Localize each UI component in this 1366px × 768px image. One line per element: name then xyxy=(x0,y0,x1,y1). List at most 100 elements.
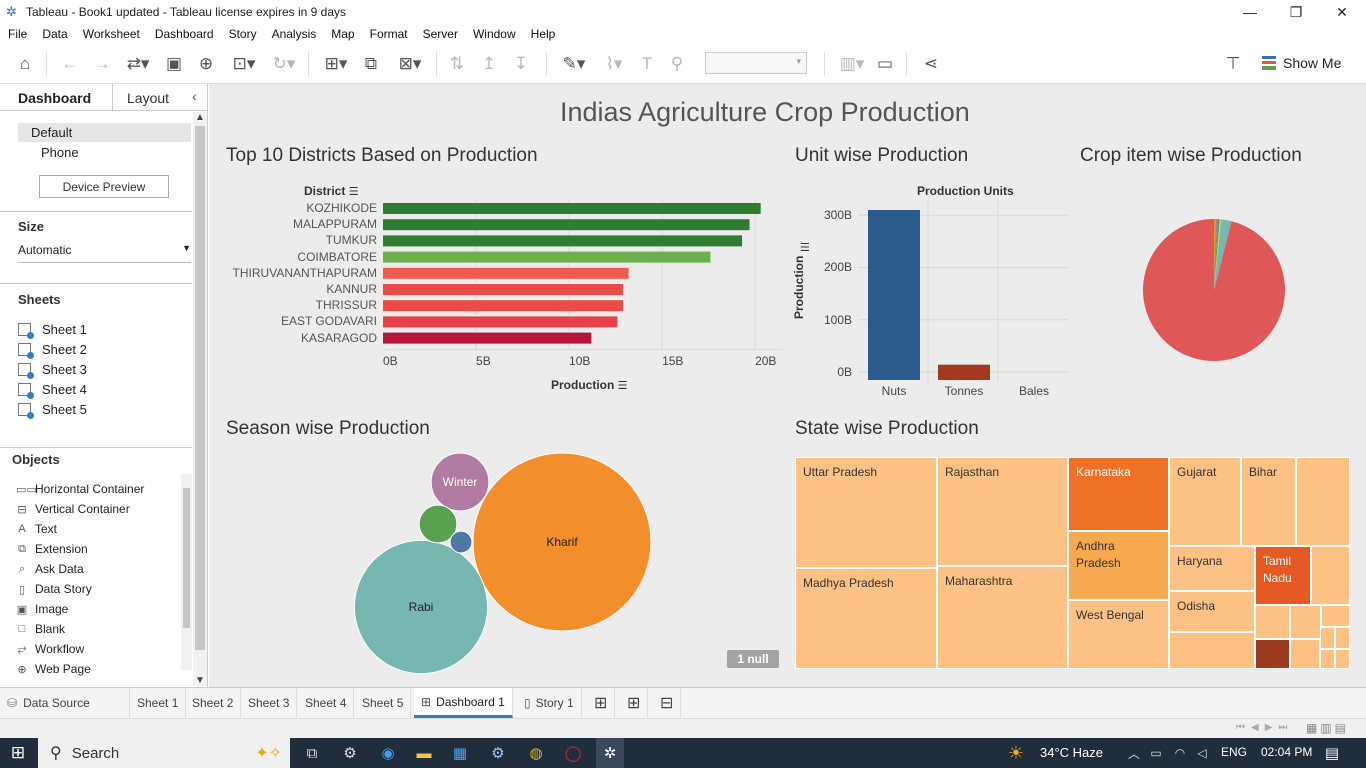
object-item[interactable]: □ Blank xyxy=(16,622,65,636)
district-header[interactable]: District ☰ xyxy=(304,184,359,198)
new-worksheet-icon[interactable]: ⊞ xyxy=(587,688,616,718)
district-label[interactable]: THRISSUR xyxy=(315,298,377,313)
pie-slice[interactable] xyxy=(1214,219,1218,290)
presentation-icon[interactable]: ▭ xyxy=(876,54,894,73)
clear-sheet-icon[interactable]: ⊠▾ xyxy=(398,54,422,73)
object-item[interactable]: ▯ Data Story xyxy=(16,582,92,596)
size-dropdown[interactable]: Automatic ▼ xyxy=(18,243,191,263)
show-me-button[interactable]: Show Me xyxy=(1262,54,1341,72)
district-label[interactable]: MALAPPURAM xyxy=(292,217,377,232)
sheet-item[interactable]: Sheet 1 xyxy=(18,322,87,339)
file-explorer-icon[interactable]: ▬ xyxy=(416,744,432,762)
scroll-down-icon[interactable]: ▼ xyxy=(195,675,205,686)
wifi-icon[interactable]: ◠ xyxy=(1174,746,1186,760)
tab-dashboard[interactable]: Dashboard xyxy=(18,90,92,106)
district-label[interactable]: KOZHIKODE xyxy=(306,201,377,215)
unit-bar-chart[interactable] xyxy=(858,200,1068,382)
sort-icon[interactable]: ☰ xyxy=(800,242,810,254)
weather-text[interactable]: 34°C Haze xyxy=(1040,745,1104,760)
pause-updates-icon[interactable]: ⊡▾ xyxy=(232,54,256,73)
view-toggle-icon[interactable]: ▦▥▤ xyxy=(1306,721,1350,735)
menu-server[interactable]: Server xyxy=(422,27,458,41)
treemap-cell[interactable]: Madhya Pradesh xyxy=(795,568,937,669)
object-item[interactable]: A Text xyxy=(16,522,57,536)
new-dashboard-icon[interactable]: ⊞ xyxy=(620,688,649,718)
state-treemap[interactable]: Uttar Pradesh Madhya Pradesh Rajasthan Maha… xyxy=(795,457,1350,669)
tab-layout[interactable]: Layout xyxy=(112,84,192,111)
volume-icon[interactable]: ◁ xyxy=(1197,746,1207,760)
fit-icon[interactable]: ▥▾ xyxy=(839,54,865,73)
season-bubble-chart[interactable]: Kharif Rabi Winter xyxy=(340,445,670,685)
notification-icon[interactable]: ▤ xyxy=(1324,745,1340,762)
undo-icon[interactable]: ← xyxy=(61,54,79,73)
tab-sheet-3[interactable]: Sheet 3 xyxy=(241,688,298,718)
season-bubble[interactable] xyxy=(430,452,490,512)
district-bar[interactable] xyxy=(383,316,618,328)
labels-icon[interactable]: T xyxy=(641,54,653,73)
menu-worksheet[interactable]: Worksheet xyxy=(82,27,140,41)
scroll-up-icon[interactable]: ▲ xyxy=(195,112,205,123)
sheet-item[interactable]: Sheet 3 xyxy=(18,362,87,379)
treemap-cell[interactable]: West Bengal xyxy=(1068,600,1169,669)
treemap-cell[interactable] xyxy=(1296,457,1350,546)
object-item[interactable]: ▭▭ Horizontal Container xyxy=(16,482,144,496)
district-label[interactable]: KASARAGOD xyxy=(300,330,377,345)
menu-window[interactable]: Window xyxy=(472,27,516,41)
pie-slice[interactable] xyxy=(1214,219,1216,290)
districts-bar-chart[interactable] xyxy=(383,200,783,350)
unit-category-label[interactable]: Tonnes xyxy=(944,384,984,398)
treemap-cell[interactable]: Odisha xyxy=(1169,591,1255,632)
opera-icon[interactable]: ◯ xyxy=(564,745,582,762)
treemap-cell[interactable] xyxy=(1335,649,1350,669)
treemap-cell[interactable]: Karnataka xyxy=(1068,457,1169,531)
group-icon[interactable]: ⌇▾ xyxy=(605,54,623,73)
treemap-cell[interactable] xyxy=(1311,546,1350,605)
refresh-icon[interactable]: ↻▾ xyxy=(272,54,296,73)
district-label[interactable]: EAST GODAVARI xyxy=(280,314,377,329)
pin-icon[interactable]: ⚲ xyxy=(670,54,684,73)
chrome-icon[interactable]: ◍ xyxy=(529,745,543,762)
district-bar[interactable] xyxy=(383,300,623,312)
object-item[interactable]: ⌕ Ask Data xyxy=(16,562,84,576)
district-label[interactable]: TUMKUR xyxy=(325,233,377,248)
sheet-item[interactable]: Sheet 5 xyxy=(18,402,87,419)
menu-help[interactable]: Help xyxy=(530,27,556,41)
tab-dashboard-1[interactable]: ⊞ Dashboard 1 xyxy=(414,688,513,718)
chevron-up-icon[interactable]: ︿ xyxy=(1127,746,1140,761)
highlight-icon[interactable]: ✎▾ xyxy=(562,54,586,73)
redo-icon[interactable]: → xyxy=(93,54,111,73)
treemap-cell[interactable] xyxy=(1255,639,1290,669)
new-story-icon[interactable]: ⊟ xyxy=(653,688,682,718)
pie-slice[interactable] xyxy=(1214,219,1220,290)
sort-descending-icon[interactable]: ↧ xyxy=(513,54,529,73)
tableau-taskbar-icon[interactable]: ✲ xyxy=(596,738,624,768)
menu-story[interactable]: Story xyxy=(228,27,257,41)
task-view-icon[interactable]: ⧉ xyxy=(306,744,318,762)
tab-sheet-5[interactable]: Sheet 5 xyxy=(355,688,412,718)
object-item[interactable]: ⥂ Workflow xyxy=(16,642,85,656)
district-bar[interactable] xyxy=(383,284,623,295)
unit-bar[interactable] xyxy=(938,364,990,380)
windows-start-icon[interactable]: ⊞ xyxy=(10,743,26,762)
season-bubble[interactable] xyxy=(418,504,458,544)
store-icon[interactable]: ▦ xyxy=(452,745,468,762)
production-axis-title[interactable]: Production ☰ xyxy=(551,378,628,392)
district-label[interactable]: KANNUR xyxy=(326,282,377,296)
tab-data-source[interactable]: ⛁ Data Source xyxy=(0,688,130,718)
object-item[interactable]: ▣ Image xyxy=(16,602,69,616)
unit-category-label[interactable]: Nuts xyxy=(881,384,907,398)
menu-analysis[interactable]: Analysis xyxy=(271,27,317,41)
sort-ascending-icon[interactable]: ↥ xyxy=(481,54,497,73)
district-bar[interactable] xyxy=(383,267,629,279)
pie-slice[interactable] xyxy=(1214,219,1222,290)
swap-icon[interactable]: ⇅ xyxy=(449,54,465,73)
object-item[interactable]: ⊕ Web Page xyxy=(16,662,90,676)
language-indicator[interactable]: ENG xyxy=(1221,745,1248,759)
treemap-cell[interactable] xyxy=(1169,632,1255,669)
tab-story-1[interactable]: ▯ Story 1 xyxy=(517,688,582,718)
pie-slice[interactable] xyxy=(1214,219,1232,290)
season-bubble[interactable] xyxy=(472,452,652,632)
sheet-item[interactable]: Sheet 4 xyxy=(18,382,87,399)
objects-scrollbar[interactable] xyxy=(181,474,192,670)
save-icon[interactable]: ▣ xyxy=(165,54,183,73)
